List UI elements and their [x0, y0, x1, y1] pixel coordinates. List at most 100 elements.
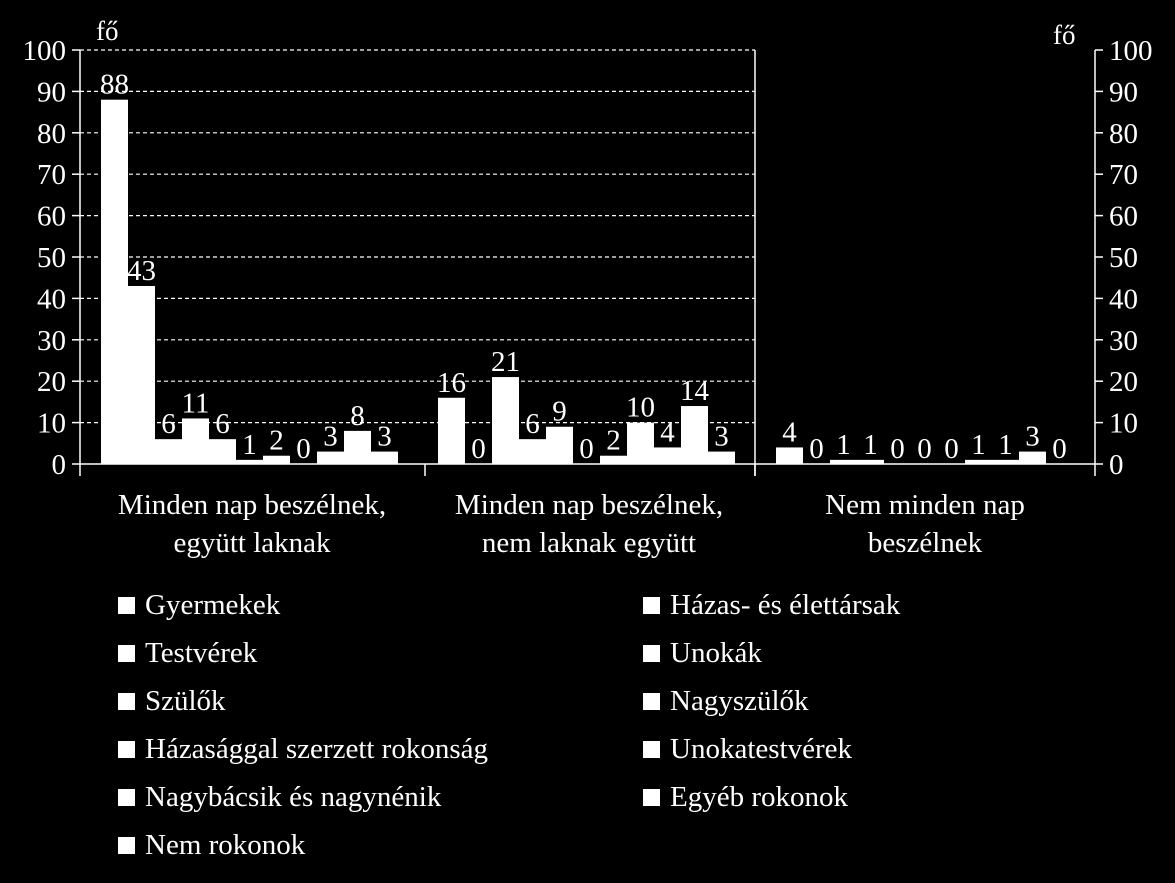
y-tick-label-left: 30 [37, 325, 66, 357]
data-label: 10 [626, 392, 655, 424]
bar [182, 418, 209, 464]
legend-swatch [118, 836, 135, 854]
bar [101, 99, 128, 465]
x-category-label: Nem minden nap [825, 489, 1025, 521]
y-tick-label-right: 40 [1109, 283, 1138, 315]
bar [830, 459, 857, 464]
y-tick-label-left: 10 [37, 408, 66, 440]
y-tick-label-left: 20 [37, 366, 66, 398]
y-tick-label-right: 10 [1109, 408, 1138, 440]
legend-label: Szülők [145, 684, 226, 717]
y-tick-label-right: 30 [1109, 325, 1138, 357]
y-tick-label-right: 80 [1109, 118, 1138, 150]
data-label: 0 [1052, 433, 1067, 465]
data-label: 1 [836, 429, 851, 461]
legend-swatch [118, 596, 135, 614]
y-tick-label-right: 70 [1109, 159, 1138, 191]
legend-item: Nagybácsik és nagynénik [118, 777, 441, 817]
data-label: 3 [323, 421, 338, 453]
legend-item: Egyéb rokonok [643, 777, 848, 817]
legend-label: Egyéb rokonok [670, 780, 848, 813]
legend-swatch [118, 788, 135, 806]
legend-swatch [643, 788, 660, 806]
data-label: 4 [782, 416, 797, 448]
legend-item: Házas- és élettársak [643, 585, 900, 625]
y-tick-label-left: 90 [37, 76, 66, 108]
legend-swatch [118, 644, 135, 662]
bar [155, 439, 182, 464]
data-label: 4 [660, 416, 675, 448]
legend-item: Unokatestvérek [643, 729, 852, 769]
y-tick-label-right: 100 [1109, 35, 1153, 67]
y-unit-left: fő [96, 16, 119, 46]
bar [776, 447, 803, 464]
legend-label: Házasággal szerzett rokonság [145, 732, 489, 765]
bar [128, 285, 155, 464]
data-label: 6 [525, 408, 540, 440]
data-label: 0 [809, 433, 824, 465]
data-label: 0 [296, 433, 311, 465]
bar [681, 406, 708, 464]
data-label: 1 [242, 429, 257, 461]
y-tick-label-right: 50 [1109, 242, 1138, 274]
legend-label: Nagybácsik és nagynénik [145, 780, 442, 813]
bar [236, 459, 263, 464]
legend-label: Nagyszülők [670, 684, 809, 717]
bar [344, 430, 371, 464]
bar [857, 459, 884, 464]
legend-swatch [118, 740, 135, 758]
data-label: 6 [161, 408, 176, 440]
legend-swatch [643, 740, 660, 758]
data-label: 0 [917, 433, 932, 465]
y-tick-label-left: 0 [52, 449, 67, 481]
y-tick-label-right: 60 [1109, 201, 1138, 233]
bar [546, 426, 573, 464]
bar [317, 451, 344, 464]
data-label: 0 [944, 433, 959, 465]
bar [438, 397, 465, 464]
bar [654, 447, 681, 464]
legend-item: Házasággal szerzett rokonság [118, 729, 488, 769]
data-label: 6 [215, 408, 230, 440]
legend-item: Szülők [118, 681, 226, 721]
y-tick-label-left: 50 [37, 242, 66, 274]
y-tick-label-right: 20 [1109, 366, 1138, 398]
bar [1019, 451, 1046, 464]
data-label: 3 [1025, 421, 1040, 453]
data-label: 14 [680, 375, 710, 407]
legend-item: Testvérek [118, 633, 257, 673]
bar [708, 451, 735, 464]
data-label: 2 [269, 425, 284, 457]
legend-label: Nem rokonok [145, 828, 306, 861]
y-tick-label-right: 0 [1109, 449, 1124, 481]
legend-label: Unokák [670, 636, 762, 669]
bar [209, 439, 236, 464]
data-label: 11 [182, 387, 210, 419]
data-label: 0 [579, 433, 594, 465]
bar [992, 459, 1019, 464]
legend-swatch [643, 644, 660, 662]
data-label: 9 [552, 396, 567, 428]
bar [965, 459, 992, 464]
data-label: 1 [998, 429, 1013, 461]
y-tick-label-right: 90 [1109, 76, 1138, 108]
bar [627, 422, 654, 464]
legend-swatch [643, 692, 660, 710]
x-category-label: beszélnek [868, 527, 983, 559]
legend-item: Gyermekek [118, 585, 280, 625]
legend-label: Gyermekek [145, 588, 281, 621]
legend: Gyermekek Házas- és élettársak Testvérek Un… [0, 585, 1175, 875]
bar [492, 377, 519, 464]
y-tick-label-left: 100 [23, 35, 67, 67]
y-tick-label-left: 40 [37, 283, 66, 315]
legend-item: Nem rokonok [118, 825, 305, 865]
legend-label: Házas- és élettársak [670, 588, 901, 621]
legend-item: Unokák [643, 633, 762, 673]
bar [263, 455, 290, 464]
x-category-label: nem laknak együtt [482, 527, 696, 559]
legend-swatch [643, 596, 660, 614]
data-label: 0 [471, 433, 486, 465]
x-category-label: együtt laknak [173, 527, 331, 559]
